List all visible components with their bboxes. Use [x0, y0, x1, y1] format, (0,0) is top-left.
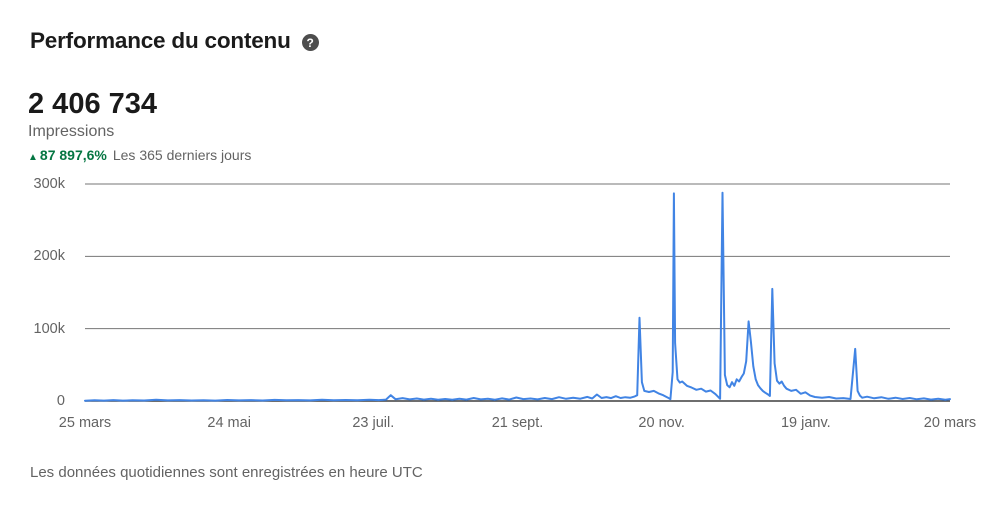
x-axis-tick-label: 23 juil.	[352, 415, 395, 431]
trend-percent: 87 897,6%	[39, 147, 107, 163]
x-axis-tick-label: 24 mai	[207, 415, 251, 431]
y-axis-tick-label: 0	[56, 393, 65, 409]
help-icon[interactable]: ?	[301, 34, 319, 51]
y-axis-tick-label: 100k	[33, 320, 65, 337]
utc-note: Les données quotidiennes sont enregistré…	[30, 464, 423, 481]
trend-period-label: Les 365 derniers jours	[112, 147, 252, 163]
x-axis-tick-label: 20 mars	[923, 415, 977, 431]
impressions-line-chart[interactable]	[84, 175, 951, 410]
impressions-metric-label: Impressions	[28, 123, 115, 140]
trend-row: ▲ 87 897,6% Les 365 derniers jours	[28, 147, 251, 163]
trend-up-icon: ▲	[28, 152, 38, 163]
y-axis-tick-label: 200k	[33, 248, 65, 265]
x-axis-tick-label: 25 mars	[58, 415, 112, 431]
impressions-total: 2 406 734	[28, 88, 158, 120]
card-header: Performance du contenu ?	[30, 28, 319, 54]
impressions-series-line	[84, 191, 951, 402]
x-axis-tick-label: 20 nov.	[638, 415, 685, 431]
y-axis-tick-label: 300k	[33, 176, 65, 192]
x-axis-tick-label: 21 sept.	[491, 415, 544, 431]
x-axis-tick-label: 19 janv.	[780, 415, 831, 431]
page-title: Performance du contenu	[30, 28, 291, 53]
